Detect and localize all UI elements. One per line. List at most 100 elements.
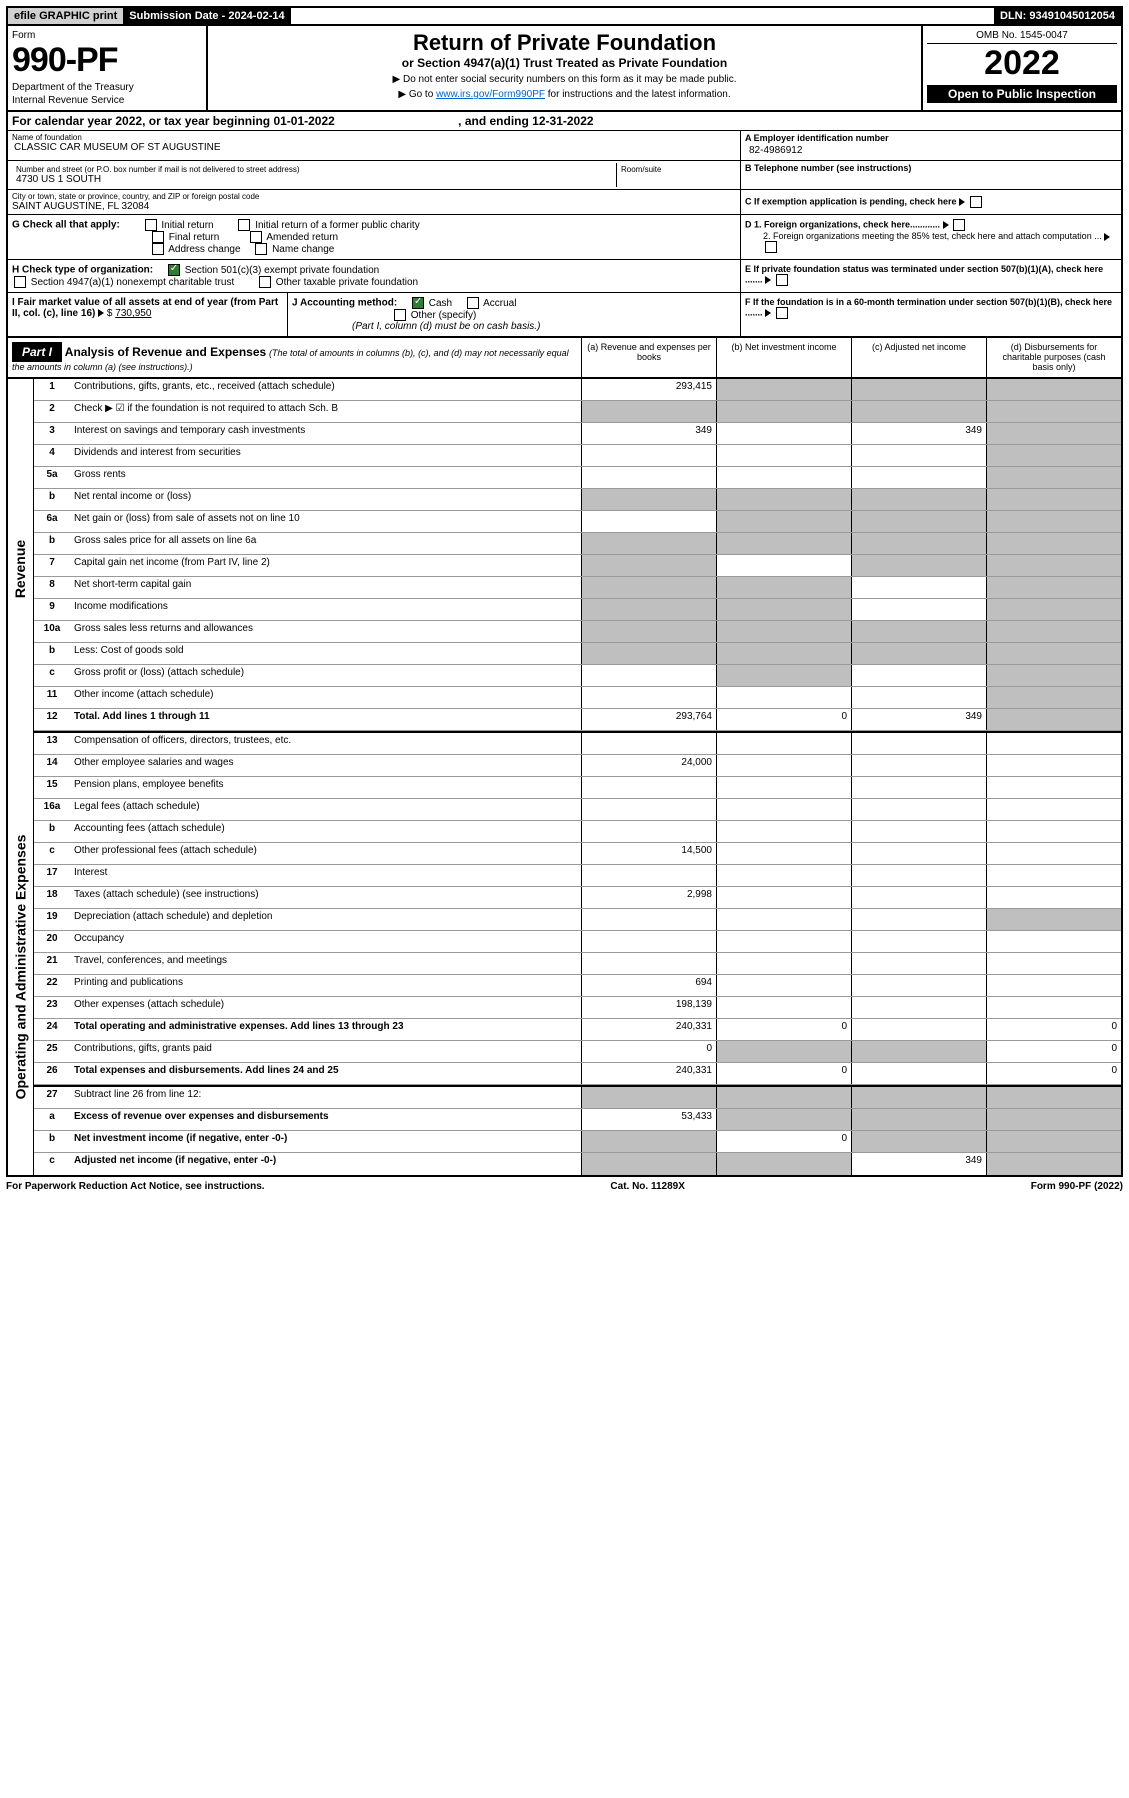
cell-b — [716, 953, 851, 974]
arrow-icon — [765, 276, 771, 284]
cell-c — [851, 467, 986, 488]
open-to-public: Open to Public Inspection — [927, 85, 1117, 103]
cell-a — [581, 953, 716, 974]
line-number: 11 — [34, 687, 70, 708]
cell-d — [986, 777, 1121, 798]
cell-a — [581, 401, 716, 422]
line-desc: Total operating and administrative expen… — [70, 1019, 581, 1040]
line-number: 17 — [34, 865, 70, 886]
form-number: 990-PF — [12, 41, 202, 80]
dept-treasury: Department of the Treasury — [12, 82, 202, 93]
cell-c: 349 — [851, 423, 986, 444]
cell-c — [851, 865, 986, 886]
line-number: 22 — [34, 975, 70, 996]
cell-c — [851, 379, 986, 400]
line-number: 2 — [34, 401, 70, 422]
line-desc: Adjusted net income (if negative, enter … — [70, 1153, 581, 1175]
cash-checkbox[interactable] — [412, 297, 424, 309]
cell-c — [851, 1087, 986, 1108]
table-row: 9Income modifications — [34, 599, 1121, 621]
line-number: c — [34, 843, 70, 864]
col-b-header: (b) Net investment income — [716, 338, 851, 377]
cal-end: , and ending 12-31-2022 — [458, 114, 593, 128]
cell-d — [986, 401, 1121, 422]
cell-a: 24,000 — [581, 755, 716, 776]
line-desc: Taxes (attach schedule) (see instruction… — [70, 887, 581, 908]
cell-a — [581, 821, 716, 842]
line-number: 25 — [34, 1041, 70, 1062]
dept-irs: Internal Revenue Service — [12, 95, 202, 106]
cell-b — [716, 1153, 851, 1175]
f-checkbox[interactable] — [776, 307, 788, 319]
table-row: 17Interest — [34, 865, 1121, 887]
room-header: Room/suite — [621, 165, 732, 174]
accrual-checkbox[interactable] — [467, 297, 479, 309]
other-method-checkbox[interactable] — [394, 309, 406, 321]
part1-title: Analysis of Revenue and Expenses — [65, 345, 266, 359]
cell-a — [581, 1131, 716, 1152]
line-number: 21 — [34, 953, 70, 974]
cell-a: 2,998 — [581, 887, 716, 908]
table-row: 11Other income (attach schedule) — [34, 687, 1121, 709]
cell-b — [716, 423, 851, 444]
table-row: 6aNet gain or (loss) from sale of assets… — [34, 511, 1121, 533]
e-checkbox[interactable] — [776, 274, 788, 286]
line-desc: Other expenses (attach schedule) — [70, 997, 581, 1018]
cell-c — [851, 931, 986, 952]
cell-b — [716, 1087, 851, 1108]
g-label: G Check all that apply: — [12, 220, 120, 231]
amended-return-checkbox[interactable] — [250, 231, 262, 243]
name-change-checkbox[interactable] — [255, 243, 267, 255]
name-header: Name of foundation — [12, 133, 736, 142]
final-return-checkbox[interactable] — [152, 231, 164, 243]
form-header: Form 990-PF Department of the Treasury I… — [6, 26, 1123, 112]
initial-return-checkbox[interactable] — [145, 219, 157, 231]
4947a1-checkbox[interactable] — [14, 276, 26, 288]
form-instruction-2: ▶ Go to www.irs.gov/Form990PF for instru… — [212, 89, 917, 100]
cell-d — [986, 887, 1121, 908]
footer-center: Cat. No. 11289X — [610, 1181, 684, 1192]
other-taxable-checkbox[interactable] — [259, 276, 271, 288]
cell-c — [851, 1131, 986, 1152]
line-desc: Net short-term capital gain — [70, 577, 581, 598]
cell-c — [851, 1109, 986, 1130]
cell-b — [716, 379, 851, 400]
d1-checkbox[interactable] — [953, 219, 965, 231]
table-row: bLess: Cost of goods sold — [34, 643, 1121, 665]
cell-c — [851, 733, 986, 754]
ein-header: A Employer identification number — [745, 133, 1117, 143]
cell-b — [716, 799, 851, 820]
cell-b — [716, 733, 851, 754]
address-row: Number and street (or P.O. box number if… — [6, 161, 1123, 190]
line-desc: Check ▶ ☑ if the foundation is not requi… — [70, 401, 581, 422]
cell-b — [716, 865, 851, 886]
501c3-checkbox[interactable] — [168, 264, 180, 276]
address-change-checkbox[interactable] — [152, 243, 164, 255]
f-label: F If the foundation is in a 60-month ter… — [745, 297, 1112, 317]
cell-c — [851, 599, 986, 620]
arrow-icon — [943, 221, 949, 229]
line-number: a — [34, 1109, 70, 1130]
table-row: bNet rental income or (loss) — [34, 489, 1121, 511]
initial-former-checkbox[interactable] — [238, 219, 250, 231]
form990pf-link[interactable]: www.irs.gov/Form990PF — [436, 89, 545, 100]
d2-checkbox[interactable] — [765, 241, 777, 253]
h-label: H Check type of organization: — [12, 265, 153, 276]
cell-c — [851, 1041, 986, 1062]
expenses-sidelabel: Operating and Administrative Expenses — [13, 835, 29, 1100]
cell-a: 53,433 — [581, 1109, 716, 1130]
line-desc: Contributions, gifts, grants paid — [70, 1041, 581, 1062]
cell-b — [716, 843, 851, 864]
c-checkbox[interactable] — [970, 196, 982, 208]
line-number: 14 — [34, 755, 70, 776]
table-row: 20Occupancy — [34, 931, 1121, 953]
cell-c: 349 — [851, 1153, 986, 1175]
d1-label: D 1. Foreign organizations, check here..… — [745, 219, 940, 229]
table-row: 7Capital gain net income (from Part IV, … — [34, 555, 1121, 577]
table-row: 24Total operating and administrative exp… — [34, 1019, 1121, 1041]
cell-c — [851, 843, 986, 864]
cell-d — [986, 843, 1121, 864]
cell-d — [986, 577, 1121, 598]
cell-c — [851, 821, 986, 842]
cell-d — [986, 423, 1121, 444]
